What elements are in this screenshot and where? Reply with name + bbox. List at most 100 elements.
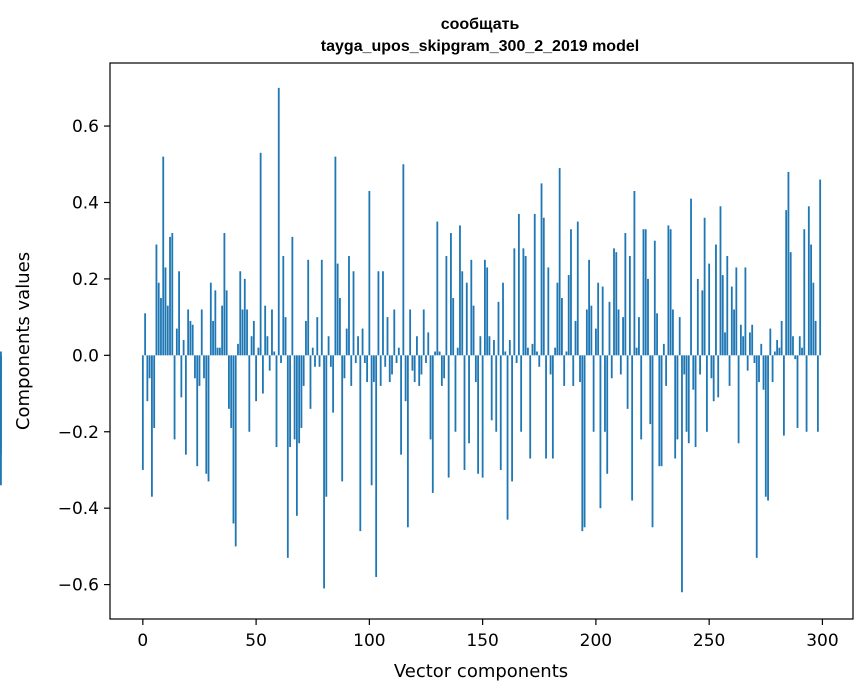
bar: [241, 309, 244, 356]
bar: [420, 355, 423, 375]
bar: [198, 355, 201, 386]
bar: [316, 317, 319, 356]
chart-title-line2: tayga_upos_skipgram_300_2_2019 model: [321, 38, 639, 55]
bar: [744, 267, 747, 356]
bar: [203, 355, 205, 379]
bar: [499, 355, 502, 470]
bar: [601, 286, 604, 356]
bar: [461, 271, 464, 356]
bar: [481, 355, 484, 478]
bar: [536, 351, 538, 356]
y-tick-label: 0.6: [72, 117, 99, 137]
bar: [388, 355, 391, 383]
bar: [379, 355, 382, 386]
bar: [561, 298, 563, 356]
bar: [456, 347, 459, 356]
bar: [191, 324, 194, 356]
bar: [574, 320, 577, 356]
bar: [406, 355, 409, 528]
bar: [354, 355, 357, 363]
bar: [502, 282, 504, 356]
bar: [493, 340, 495, 356]
bar: [735, 267, 738, 356]
bar: [393, 309, 396, 356]
bar: [282, 255, 285, 356]
bar: [787, 171, 790, 356]
bar: [497, 301, 500, 356]
bar: [216, 347, 219, 356]
bar: [413, 355, 416, 383]
bar: [277, 87, 280, 356]
bar: [773, 351, 776, 356]
bar: [690, 198, 692, 356]
bar: [343, 355, 346, 379]
bar: [751, 324, 754, 356]
bar: [359, 355, 362, 532]
bar: [760, 343, 763, 356]
bar: [189, 320, 192, 356]
bar: [486, 267, 489, 356]
bar: [583, 355, 586, 528]
bar: [470, 259, 473, 356]
bar: [647, 278, 649, 356]
bar: [701, 290, 704, 356]
bar: [685, 355, 688, 432]
y-tick-label: 0.0: [72, 346, 99, 366]
bar: [375, 355, 378, 577]
bar: [785, 210, 788, 356]
bar: [422, 309, 425, 356]
bar: [699, 355, 701, 375]
bar: [164, 267, 167, 356]
bar: [746, 355, 749, 371]
y-tick-label: −0.2: [58, 423, 99, 443]
bar: [196, 355, 199, 467]
bar: [357, 336, 359, 356]
bar: [280, 355, 282, 363]
chart-title-line1: сообщать: [441, 16, 520, 33]
bar: [339, 298, 341, 356]
bar: [268, 355, 271, 371]
bar: [783, 355, 785, 436]
bar: [284, 317, 287, 356]
bar: [579, 355, 581, 383]
bar: [402, 164, 405, 356]
bar: [230, 355, 233, 428]
bar: [769, 328, 772, 356]
bar: [180, 355, 183, 398]
bar: [463, 355, 466, 470]
bar: [640, 355, 643, 440]
bar: [404, 355, 407, 402]
bar: [307, 259, 310, 356]
bar: [737, 355, 740, 444]
bar: [377, 271, 380, 356]
bar: [635, 347, 638, 356]
bar: [250, 336, 253, 356]
bar: [477, 355, 480, 474]
bar: [169, 236, 171, 356]
bar: [162, 156, 165, 356]
bar: [264, 305, 267, 356]
bar: [626, 355, 629, 409]
bar: [479, 336, 482, 356]
bar: [810, 244, 812, 356]
bar: [239, 271, 242, 356]
bar: [418, 355, 421, 386]
bar: [332, 355, 335, 413]
bar: [182, 340, 185, 356]
bar: [273, 351, 276, 356]
bar: [594, 328, 597, 356]
bar: [160, 298, 162, 356]
bar: [223, 233, 226, 356]
bar: [429, 355, 432, 440]
bar: [792, 336, 794, 356]
bar: [504, 351, 507, 356]
bar: [764, 355, 767, 497]
bar: [440, 355, 443, 386]
bar: [696, 278, 699, 356]
bar: [642, 229, 645, 356]
bar: [801, 347, 803, 356]
bar: [194, 355, 196, 379]
plot-frame: [109, 62, 854, 620]
bar: [644, 229, 647, 356]
y-tick-label: 0.2: [72, 270, 99, 290]
